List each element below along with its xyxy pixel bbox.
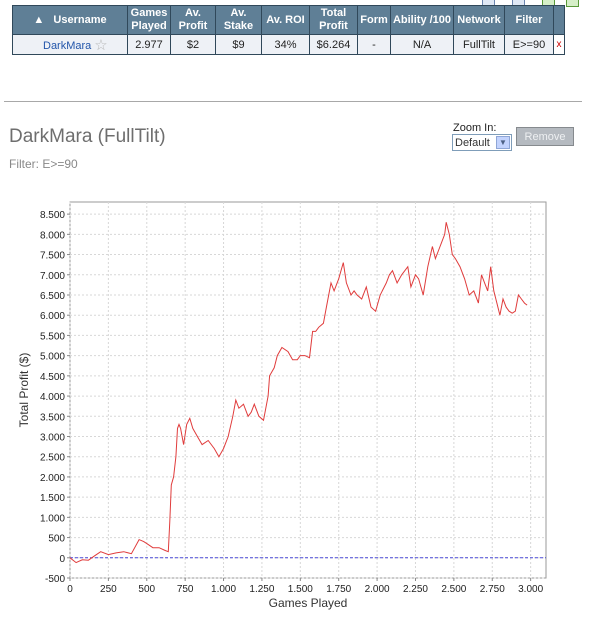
y-tick-label: 1.000 (40, 513, 65, 524)
x-tick-label: 1.750 (326, 584, 351, 595)
y-tick-label: 5.500 (40, 331, 65, 342)
y-tick-label: 2.000 (40, 473, 65, 484)
remove-button[interactable]: Remove (516, 127, 574, 146)
chevron-down-icon[interactable]: ▼ (496, 136, 510, 149)
sort-header-username[interactable]: ▲ Username (12, 5, 128, 35)
cell-av-profit: $2 (170, 34, 216, 55)
sort-arrow-up-icon[interactable]: ▲ (33, 13, 45, 26)
player-link[interactable]: DarkMara (43, 39, 92, 52)
player-title: DarkMara (FullTilt) (9, 126, 166, 147)
y-tick-label: 1.500 (40, 493, 65, 504)
y-axis-ticks: -500 0 500 1.000 1.500 2.000 2.500 3.000 3.500 4.… (40, 210, 70, 585)
y-tick-label: 0 (59, 554, 65, 565)
cell-username: DarkMara ☆ (12, 34, 128, 55)
header-total-profit[interactable]: Total Profit (309, 5, 358, 35)
y-tick-label: 8.000 (40, 230, 65, 241)
x-tick-label: 1.500 (288, 584, 313, 595)
x-axis-label: Games Played (269, 596, 348, 610)
y-tick-label: 7.500 (40, 251, 65, 262)
grid-lines (69, 202, 546, 579)
x-tick-label: 2.000 (365, 584, 390, 595)
cell-ability: N/A (390, 34, 454, 55)
y-tick-label: 6.500 (40, 291, 65, 302)
y-tick-label: 500 (48, 534, 65, 545)
header-av-roi[interactable]: Av. ROI (261, 5, 310, 35)
header-delete (553, 5, 565, 35)
y-tick-label: -500 (45, 574, 65, 585)
zoom-select[interactable]: Default ▼ (452, 134, 512, 151)
cell-games-played: 2.977 (127, 34, 171, 55)
x-axis-ticks: 0 250 500 750 1.000 1.250 1.500 1.750 2.000 2.250… (67, 578, 544, 595)
plot-area (69, 201, 547, 579)
series-line-total-profit (69, 222, 528, 564)
y-tick-label: 2.500 (40, 453, 65, 464)
y-tick-label: 6.000 (40, 311, 65, 322)
header-av-stake[interactable]: Av. Stake (215, 5, 262, 35)
y-tick-label: 8.500 (40, 210, 65, 221)
x-tick-label: 1.250 (249, 584, 274, 595)
export-icon[interactable] (566, 0, 579, 7)
section-divider (4, 101, 582, 102)
x-tick-label: 500 (138, 584, 155, 595)
x-tick-label: 0 (67, 584, 73, 595)
y-tick-label: 4.500 (40, 372, 65, 383)
y-tick-label: 5.000 (40, 352, 65, 363)
player-stats-table: ▲ Username Games Played Av. Profit Av. S… (12, 5, 565, 55)
x-tick-label: 750 (177, 584, 194, 595)
header-network[interactable]: Network (453, 5, 505, 35)
x-tick-label: 3.000 (518, 584, 543, 595)
x-tick-label: 2.250 (403, 584, 428, 595)
x-tick-label: 2.500 (441, 584, 466, 595)
y-tick-label: 4.000 (40, 392, 65, 403)
header-username: Username (53, 13, 107, 26)
y-tick-label: 7.000 (40, 271, 65, 282)
table-header-row: ▲ Username Games Played Av. Profit Av. S… (12, 5, 565, 35)
y-tick-label: 3.500 (40, 412, 65, 423)
zoom-select-value: Default (455, 137, 490, 149)
cell-form: - (357, 34, 391, 55)
favorite-star-icon[interactable]: ☆ (94, 36, 108, 54)
x-tick-label: 250 (100, 584, 117, 595)
profit-chart: -50005001.0001.5002.0002.5003.0003.5004.… (17, 201, 547, 610)
delete-row-button[interactable]: x (553, 34, 565, 55)
header-av-profit[interactable]: Av. Profit (170, 5, 216, 35)
filter-label: Filter: E>=90 (9, 157, 78, 171)
header-form[interactable]: Form (357, 5, 391, 35)
header-filter[interactable]: Filter (504, 5, 554, 35)
cell-av-stake: $9 (215, 34, 262, 55)
y-axis-label: Total Profit ($) (17, 353, 31, 428)
header-ability[interactable]: Ability /100 (390, 5, 454, 35)
table-row: DarkMara ☆ 2.977 $2 $9 34% $6.264 - N/A F… (12, 34, 565, 55)
header-games-played[interactable]: Games Played (127, 5, 171, 35)
cell-av-roi: 34% (261, 34, 310, 55)
x-tick-label: 2.750 (480, 584, 505, 595)
cell-total-profit: $6.264 (309, 34, 358, 55)
y-tick-label: 3.000 (40, 432, 65, 443)
zoom-label: Zoom In: (453, 122, 497, 134)
cell-filter: E>=90 (504, 34, 554, 55)
x-tick-label: 1.000 (211, 584, 236, 595)
cell-network: FullTilt (453, 34, 505, 55)
